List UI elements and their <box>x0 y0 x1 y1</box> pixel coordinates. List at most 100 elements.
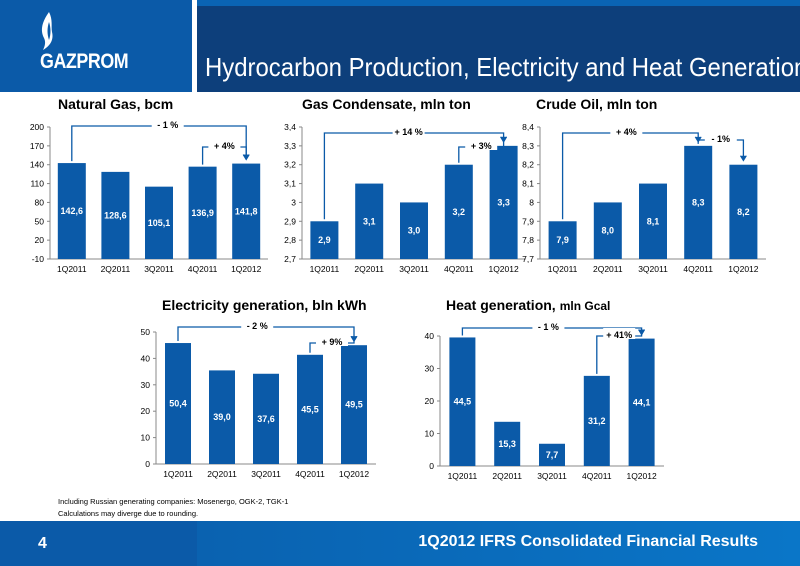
y-tick-label: 2,8 <box>284 235 296 245</box>
bar <box>548 221 577 259</box>
y-tick-label: -10 <box>32 254 45 264</box>
y-tick-label: 3,3 <box>284 141 296 151</box>
bar-value-label: 7,9 <box>556 235 569 245</box>
x-tick-label: 3Q2011 <box>537 471 567 481</box>
bar-value-label: 8,2 <box>737 207 750 217</box>
bar <box>539 443 565 466</box>
chart-title: Crude Oil, mln ton <box>536 96 657 112</box>
bar <box>232 163 261 259</box>
bar-value-label: 3,1 <box>363 216 376 226</box>
y-tick-label: 8,1 <box>522 179 534 189</box>
chart-svg: Crude Oil, mln ton 7,7 7,8 7,9 8 8,1 8,2 8,3 8,4… <box>522 96 766 274</box>
y-tick-label: 30 <box>425 364 435 374</box>
bar <box>341 345 367 464</box>
bar-value-label: 39,0 <box>213 412 231 422</box>
change-annotation: - 1% <box>712 134 731 144</box>
y-tick-label: 3 <box>291 197 296 207</box>
y-tick-label: 0 <box>429 461 434 471</box>
footnote-2: Calculations may diverge due to rounding… <box>58 509 199 518</box>
bar <box>449 337 476 466</box>
footer-title: 1Q2012 IFRS Consolidated Financial Resul… <box>418 533 758 550</box>
bar <box>209 370 235 464</box>
y-tick-label: 7,9 <box>522 216 534 226</box>
chart-svg: Gas Condensate, mln ton 2,7 2,8 2,9 3 3,1 3,2 3… <box>284 96 526 274</box>
change-annotation: - 1 % <box>157 120 178 130</box>
bar-value-label: 8,3 <box>692 197 705 207</box>
bar-value-label: 8,1 <box>647 216 660 226</box>
bar-value-label: 141,8 <box>235 206 258 216</box>
x-tick-label: 3Q2011 <box>144 264 174 274</box>
bar-value-label: 136,9 <box>191 208 214 218</box>
change-bracket <box>561 132 699 220</box>
bar <box>489 145 518 259</box>
bar <box>101 171 130 259</box>
bar <box>188 166 217 259</box>
x-tick-label: 1Q2012 <box>626 471 657 481</box>
bar <box>444 164 473 259</box>
bar <box>494 421 521 466</box>
y-tick-label: 8,3 <box>522 141 534 151</box>
y-tick-label: 8,2 <box>522 160 534 170</box>
y-tick-label: 3,1 <box>284 179 296 189</box>
x-tick-label: 4Q2011 <box>582 471 612 481</box>
bar-value-label: 44,1 <box>633 397 651 407</box>
bar <box>57 163 86 259</box>
bar-value-label: 3,3 <box>497 197 510 207</box>
x-tick-label: 1Q2011 <box>57 264 87 274</box>
x-tick-label: 1Q2012 <box>728 264 759 274</box>
change-annotation: - 1 % <box>538 322 559 332</box>
bar-value-label: 2,9 <box>318 235 331 245</box>
bar <box>639 183 667 259</box>
bar <box>684 145 713 259</box>
bar-value-label: 7,7 <box>546 450 559 460</box>
header: GAZPROM Hydrocarbon Production, Electric… <box>0 0 800 92</box>
x-tick-label: 1Q2012 <box>488 264 519 274</box>
y-tick-label: 40 <box>141 353 151 363</box>
x-tick-label: 1Q2011 <box>548 264 578 274</box>
bar-value-label: 105,1 <box>148 218 171 228</box>
change-annotation: + 4% <box>616 127 637 137</box>
y-tick-label: 3,2 <box>284 160 296 170</box>
chart-svg: Electricity generation, bln kWh 0 10 20 30 40… <box>141 297 376 479</box>
x-tick-label: 2Q2011 <box>101 264 131 274</box>
title-band: Hydrocarbon Production, Electricity and … <box>197 0 800 92</box>
bar <box>593 202 622 259</box>
y-tick-label: 200 <box>30 122 44 132</box>
x-tick-label: 4Q2011 <box>295 469 325 479</box>
x-tick-label: 1Q2011 <box>310 264 340 274</box>
bar <box>355 183 384 259</box>
chart-svg: Natural Gas, bcm -10 20 50 80 110 140 170 200 142… <box>30 96 268 274</box>
y-tick-label: 8 <box>529 197 534 207</box>
y-tick-label: 3,4 <box>284 122 296 132</box>
heat-chart: Heat generation, mln Gcal 0 10 20 30 40 44,5 1Q2… <box>396 296 676 486</box>
change-annotation: + 4% <box>214 141 235 151</box>
chart-title-unit: mln Gcal <box>560 299 611 313</box>
x-tick-label: 2Q2011 <box>492 471 522 481</box>
y-tick-label: 8,4 <box>522 122 534 132</box>
bar-value-label: 44,5 <box>454 397 472 407</box>
change-annotation: + 3% <box>471 141 492 151</box>
y-tick-label: 170 <box>30 141 44 151</box>
bar-value-label: 3,2 <box>453 207 466 217</box>
crude-oil-chart: Crude Oil, mln ton 7,7 7,8 7,9 8 8,1 8,2 8,3 8,4… <box>512 95 800 285</box>
bar-value-label: 31,2 <box>588 416 606 426</box>
bar <box>400 202 428 259</box>
bar <box>145 186 173 259</box>
bar-value-label: 50,4 <box>169 399 187 409</box>
bar <box>310 221 339 259</box>
y-tick-label: 7,7 <box>522 254 534 264</box>
brand-name: GAZPROM <box>40 50 129 73</box>
chart-title: Heat generation, mln Gcal <box>446 297 610 313</box>
page-title: Hydrocarbon Production, Electricity and … <box>205 52 800 82</box>
bar-value-label: 8,0 <box>602 226 615 236</box>
change-annotation: - 2 % <box>247 321 268 331</box>
y-tick-label: 20 <box>35 235 45 245</box>
y-tick-label: 2,7 <box>284 254 296 264</box>
bar-value-label: 15,3 <box>498 439 516 449</box>
bar-value-label: 37,6 <box>257 414 275 424</box>
y-tick-label: 2,9 <box>284 216 296 226</box>
x-tick-label: 4Q2011 <box>683 264 713 274</box>
bar <box>253 373 279 464</box>
electricity-chart: Electricity generation, bln kWh 0 10 20 30 40… <box>120 296 380 486</box>
x-tick-label: 1Q2012 <box>339 469 370 479</box>
